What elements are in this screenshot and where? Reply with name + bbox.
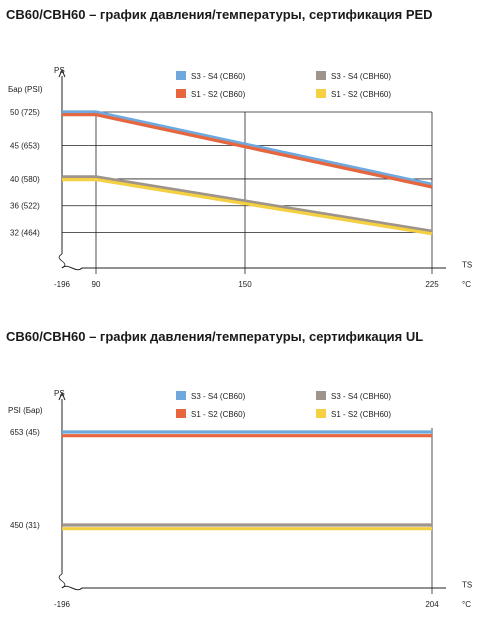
ul-chart: PS PSI (Бар) 653 (45) 450 (31) -196 204 TS °C S3… [8,389,472,609]
x-tick-label: -196 [54,280,71,289]
y-axis-unit: Бар (PSI) [8,85,43,94]
x-axis [61,265,446,271]
x-axis-title: TS [462,581,472,590]
legend-swatch [176,71,186,80]
legend-label: S1 - S2 (CB60) [191,410,246,419]
y-tick-label: 36 (522) [10,202,40,211]
ped-chart-title: CB60/CBH60 – график давления/температуры… [6,7,433,22]
x-axis-title: TS [462,261,472,270]
x-axis-unit: °C [462,280,471,289]
legend-swatch [316,391,326,400]
series-line [62,178,433,236]
y-tick-label: 45 (653) [10,141,40,150]
legend-swatch [176,391,186,400]
y-axis-arrow [58,68,66,78]
ul-chart-title: CB60/CBH60 – график давления/температуры… [6,329,424,344]
y-axis-break [58,573,66,589]
x-tick-label: 204 [425,600,439,609]
legend-label: S3 - S4 (CBH60) [331,392,391,401]
legend-label: S1 - S2 (CBH60) [331,90,391,99]
x-axis-unit: °C [462,600,471,609]
x-axis [61,585,446,591]
y-tick-label: 653 (45) [10,428,40,437]
series-line [62,110,433,186]
y-axis-title: PS [54,66,65,75]
y-tick-label: 32 (464) [10,229,40,238]
legend-label: S1 - S2 (CB60) [191,90,246,99]
legend-label: S3 - S4 (CBH60) [331,72,391,81]
x-tick-label: 225 [425,280,439,289]
x-tick-label: -196 [54,600,71,609]
y-tick-label: 50 (725) [10,108,40,117]
y-axis-break [58,253,66,269]
x-tick-label: 90 [92,280,101,289]
series-line [62,113,433,189]
y-axis-title: PS [54,389,65,398]
y-axis-unit: PSI (Бар) [8,406,43,415]
legend-label: S1 - S2 (CBH60) [331,410,391,419]
legend-label: S3 - S4 (CB60) [191,392,246,401]
legend-swatch [176,409,186,418]
x-tick-label: 150 [238,280,252,289]
y-tick-label: 450 (31) [10,521,40,530]
legend-swatch [316,71,326,80]
legend-swatch [316,409,326,418]
legend-label: S3 - S4 (CB60) [191,72,246,81]
y-axis-arrow [58,391,66,401]
ped-chart: PS Бар (PSI) 50 (725) 45 (653) 40 (580) 36 (5… [8,66,472,289]
y-tick-label: 40 (580) [10,175,40,184]
legend-swatch [176,89,186,98]
series-line [62,175,433,233]
legend-swatch [316,89,326,98]
